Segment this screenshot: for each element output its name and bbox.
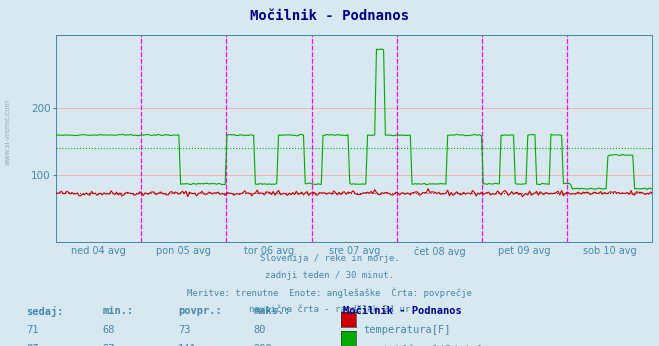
Text: Slovenija / reke in morje.: Slovenija / reke in morje.	[260, 254, 399, 263]
Text: 288: 288	[254, 344, 272, 346]
Text: navpična črta - razdelek 24 ur: navpična črta - razdelek 24 ur	[249, 304, 410, 313]
Text: 80: 80	[254, 325, 266, 335]
Text: 73: 73	[178, 325, 190, 335]
Text: 141: 141	[178, 344, 196, 346]
Text: maks.:: maks.:	[254, 306, 291, 316]
Text: temperatura[F]: temperatura[F]	[364, 325, 451, 335]
Text: sedaj:: sedaj:	[26, 306, 64, 317]
Text: www.si-vreme.com: www.si-vreme.com	[5, 98, 11, 165]
Text: Močilnik - Podnanos: Močilnik - Podnanos	[250, 9, 409, 22]
Text: povpr.:: povpr.:	[178, 306, 221, 316]
Text: pretok[čevelj3/min]: pretok[čevelj3/min]	[364, 344, 482, 346]
Text: Močilnik - Podnanos: Močilnik - Podnanos	[343, 306, 461, 316]
Text: 71: 71	[26, 325, 39, 335]
Text: 87: 87	[26, 344, 39, 346]
Text: min.:: min.:	[102, 306, 133, 316]
Text: Meritve: trenutne  Enote: anglešaške  Črta: povprečje: Meritve: trenutne Enote: anglešaške Črta…	[187, 288, 472, 298]
Text: 87: 87	[102, 344, 115, 346]
Text: 68: 68	[102, 325, 115, 335]
Text: zadnji teden / 30 minut.: zadnji teden / 30 minut.	[265, 271, 394, 280]
